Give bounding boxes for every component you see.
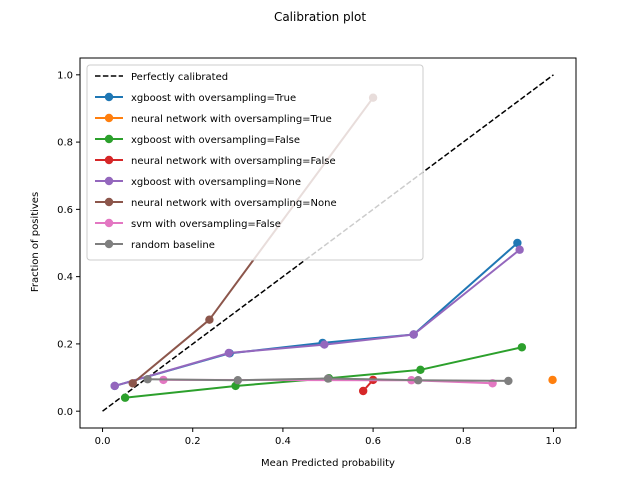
legend-label-4: xgboost with oversampling=None xyxy=(131,177,301,188)
legend-swatch-marker-7 xyxy=(104,239,114,249)
legend-label-1: neural network with oversampling=True xyxy=(131,114,332,125)
y-tick-label-1: 0.2 xyxy=(57,340,73,351)
chart-title: Calibration plot xyxy=(274,10,366,24)
series-point-7-2 xyxy=(323,374,333,383)
y-tick-label-3: 0.6 xyxy=(57,205,73,216)
legend-swatch-marker-0 xyxy=(104,92,114,102)
series-point-2-4 xyxy=(517,343,527,352)
x-tick-label-0: 0.0 xyxy=(95,436,111,447)
x-tick-label-5: 1.0 xyxy=(546,436,562,447)
x-tick-label-3: 0.6 xyxy=(365,436,381,447)
axes-frame xyxy=(79,57,577,429)
legend-swatch-marker-4 xyxy=(104,176,114,186)
y-tick-label-0: 0.0 xyxy=(57,407,73,418)
series-point-2-0 xyxy=(120,393,130,402)
series-point-7-3 xyxy=(413,376,423,385)
legend-label-6: svm with oversampling=False xyxy=(131,219,281,230)
series-point-4-3 xyxy=(409,330,418,339)
legend-label-0: xgboost with oversampling=True xyxy=(131,93,296,104)
series-point-4-0 xyxy=(110,381,119,391)
legend-swatch-marker-3 xyxy=(104,155,114,165)
legend-label-7: random baseline xyxy=(131,240,215,251)
series-point-2-3 xyxy=(416,365,425,375)
y-tick-label-4: 0.8 xyxy=(57,138,73,149)
series-point-5-0 xyxy=(128,379,137,388)
legend-box xyxy=(86,64,424,261)
y-axis-label: Fraction of positives xyxy=(30,192,41,292)
legend-label-2: xgboost with oversampling=False xyxy=(131,135,300,146)
series-point-7-0 xyxy=(143,375,152,384)
series-point-5-1 xyxy=(205,315,214,324)
x-tick-label-2: 0.4 xyxy=(275,436,291,447)
legend-swatch-marker-1 xyxy=(104,113,114,123)
legend-swatch-marker-6 xyxy=(104,218,114,228)
legend-label-reference: Perfectly calibrated xyxy=(131,72,228,83)
series-point-7-4 xyxy=(504,376,513,386)
series-point-7-1 xyxy=(233,376,243,385)
axes: 0.0 0.2 0.4 0.6 0.8 1.0 0.0 0.2 0.4 0.6 0.8 1.0 xyxy=(57,57,577,447)
legend-label-5: neural network with oversampling=None xyxy=(131,198,337,209)
series-point-4-1 xyxy=(224,348,233,358)
y-tick-label-5: 1.0 xyxy=(57,70,73,81)
legend: Perfectly calibrated xgboost with oversam… xyxy=(86,64,424,261)
x-tick-label-1: 0.2 xyxy=(185,436,201,447)
legend-swatch-marker-2 xyxy=(104,134,114,144)
series-point-3-0 xyxy=(358,386,368,396)
series-point-4-2 xyxy=(320,340,329,349)
y-tick-label-2: 0.4 xyxy=(57,272,73,283)
series-point-4-4 xyxy=(515,245,524,254)
legend-swatch-marker-5 xyxy=(104,197,114,207)
x-tick-label-4: 0.8 xyxy=(455,436,471,447)
x-axis-label: Mean Predicted probability xyxy=(261,458,395,469)
legend-label-3: neural network with oversampling=False xyxy=(131,156,336,167)
series-point-0-4 xyxy=(513,238,522,248)
series-point-1-0 xyxy=(548,375,557,385)
